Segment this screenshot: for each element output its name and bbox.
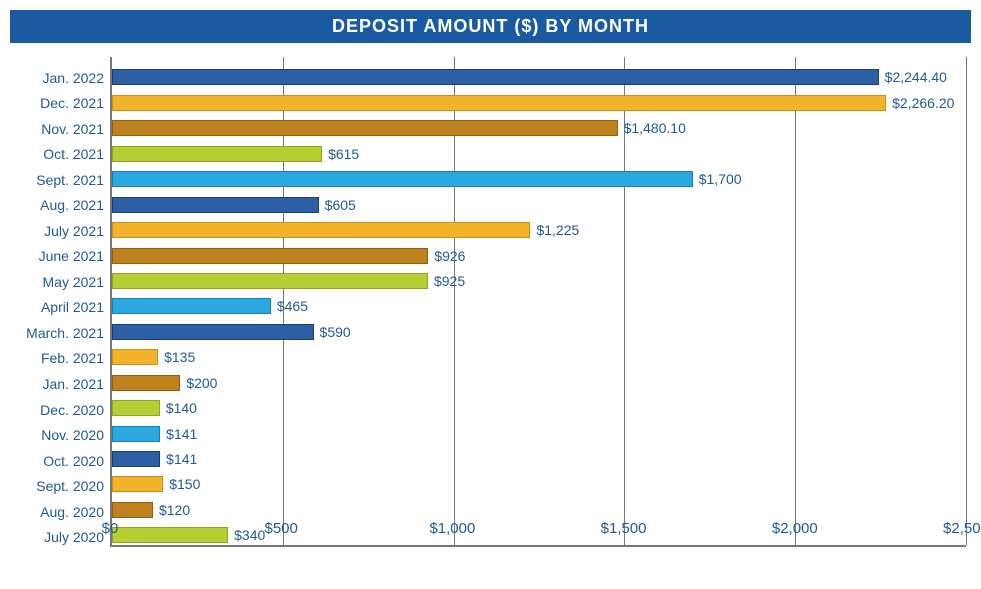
data-label: $925 (434, 273, 465, 289)
bar (112, 375, 180, 391)
bar-row: $605 (112, 197, 319, 213)
data-label: $141 (166, 426, 197, 442)
bar (112, 171, 693, 187)
y-axis-label: Jan. 2021 (43, 376, 105, 392)
y-axis-label: Aug. 2021 (40, 197, 104, 213)
data-label: $615 (328, 146, 359, 162)
bar (112, 120, 618, 136)
plot-area: $2,244.40 $2,266.20 $1,480.10 $615 $1,700 $60… (110, 57, 966, 547)
bar (112, 273, 428, 289)
bar-row: $615 (112, 146, 322, 162)
y-axis-label: May 2021 (43, 274, 104, 290)
y-axis-label: Jan. 2022 (43, 70, 105, 86)
x-axis-tick: $0 (102, 520, 119, 537)
bar (112, 324, 314, 340)
y-axis-label: March. 2021 (26, 325, 104, 341)
bar-row: $926 (112, 248, 428, 264)
y-axis-label: Nov. 2020 (41, 427, 104, 443)
bar-row: $1,225 (112, 222, 530, 238)
y-axis-label: Oct. 2021 (43, 146, 104, 162)
gridline (795, 57, 796, 545)
bar (112, 197, 319, 213)
data-label: $200 (186, 375, 217, 391)
bar-row: $2,244.40 (112, 69, 879, 85)
gridline (966, 57, 967, 545)
y-axis-label: Dec. 2020 (40, 402, 104, 418)
bar-row: $150 (112, 476, 163, 492)
y-axis-label: Sept. 2020 (36, 478, 104, 494)
bar (112, 69, 879, 85)
x-axis-tick: $2,000 (772, 520, 818, 537)
bar-row: $1,480.10 (112, 120, 618, 136)
y-axis-label: Dec. 2021 (40, 95, 104, 111)
y-axis-label: July 2021 (44, 223, 104, 239)
data-label: $605 (325, 197, 356, 213)
bar (112, 451, 160, 467)
data-label: $150 (169, 476, 200, 492)
data-label: $465 (277, 298, 308, 314)
bar-row: $465 (112, 298, 271, 314)
bar-row: $141 (112, 451, 160, 467)
data-label: $926 (434, 248, 465, 264)
y-axis-label: Oct. 2020 (43, 453, 104, 469)
bar (112, 349, 158, 365)
y-axis-label: Aug. 2020 (40, 504, 104, 520)
data-label: $140 (166, 400, 197, 416)
data-label: $1,225 (536, 222, 579, 238)
data-label: $1,700 (699, 171, 742, 187)
bar-row: $141 (112, 426, 160, 442)
bar (112, 222, 530, 238)
bar-row: $2,266.20 (112, 95, 886, 111)
bar (112, 95, 886, 111)
y-axis-label: Nov. 2021 (41, 121, 104, 137)
data-label: $1,480.10 (624, 120, 686, 136)
bar-row: $1,700 (112, 171, 693, 187)
x-axis-ticks: $0$500$1,000$1,500$2,000$2,500 (110, 514, 966, 538)
bar (112, 298, 271, 314)
bar-row: $140 (112, 400, 160, 416)
bar (112, 400, 160, 416)
data-label: $141 (166, 451, 197, 467)
y-axis-label: April 2021 (41, 299, 104, 315)
x-axis-tick: $1,000 (429, 520, 475, 537)
bar-row: $590 (112, 324, 314, 340)
bar (112, 476, 163, 492)
data-label: $135 (164, 349, 195, 365)
data-label: $2,266.20 (892, 95, 954, 111)
bar-row: $925 (112, 273, 428, 289)
y-axis-labels: Jan. 2022 Dec. 2021 Nov. 2021 Oct. 2021 Sept… (10, 57, 110, 547)
y-axis-label: Sept. 2021 (36, 172, 104, 188)
bar-row: $135 (112, 349, 158, 365)
data-label: $590 (320, 324, 351, 340)
plot: Jan. 2022 Dec. 2021 Nov. 2021 Oct. 2021 Sept… (10, 57, 971, 547)
bar (112, 248, 428, 264)
y-axis-label: June 2021 (39, 248, 104, 264)
bar-row: $200 (112, 375, 180, 391)
data-label: $2,244.40 (885, 69, 947, 85)
x-axis-tick: $1,500 (601, 520, 647, 537)
deposit-chart: DEPOSIT AMOUNT ($) BY MONTH Jan. 2022 Dec… (10, 10, 971, 547)
y-axis-label: Feb. 2021 (41, 350, 104, 366)
x-axis-tick: $2,500 (943, 520, 981, 537)
chart-title: DEPOSIT AMOUNT ($) BY MONTH (10, 10, 971, 43)
x-axis-tick: $500 (265, 520, 298, 537)
bar (112, 146, 322, 162)
y-axis-label: July 2020 (44, 529, 104, 545)
bar (112, 426, 160, 442)
